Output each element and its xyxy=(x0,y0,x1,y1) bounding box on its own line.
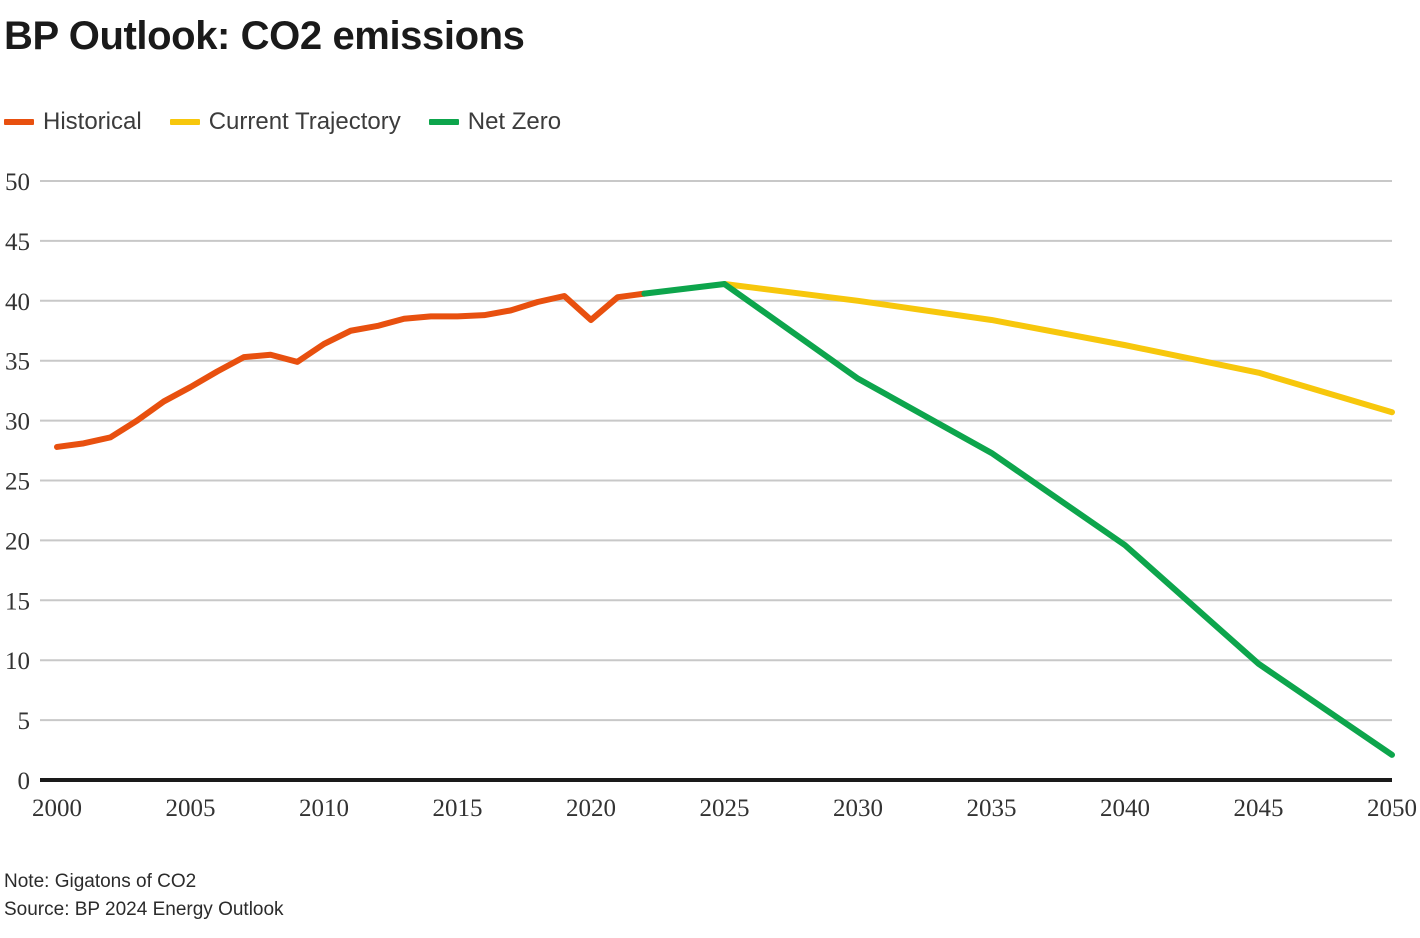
series-line-historical xyxy=(54,290,648,450)
x-axis-tick-label: 2000 xyxy=(32,795,82,822)
legend-item-historical[interactable]: Historical xyxy=(4,110,142,134)
y-axis-tick-labels: 0 5 10 15 20 25 30 35 40 45 50 xyxy=(5,169,30,795)
legend-label-historical: Historical xyxy=(43,108,142,135)
x-axis-tick-label: 2010 xyxy=(299,795,349,822)
y-axis-tick-label: 40 xyxy=(5,289,30,316)
legend-item-net-zero[interactable]: Net Zero xyxy=(428,108,562,135)
y-axis-tick-label: 50 xyxy=(5,169,30,196)
y-axis-tick-label: 10 xyxy=(5,648,30,675)
y-axis-tick-label: 0 xyxy=(18,768,31,795)
y-axis-tick-label: 15 xyxy=(5,588,30,615)
x-axis-tick-label: 2015 xyxy=(433,795,483,822)
x-axis-tick-label: 2050 xyxy=(1367,795,1417,822)
gridlines xyxy=(40,180,1392,782)
x-axis-tick-label: 2005 xyxy=(166,795,216,822)
y-axis-tick-label: 25 xyxy=(5,469,30,496)
series-line-net-zero xyxy=(641,281,1395,758)
legend-label-net-zero: Net Zero xyxy=(467,108,562,135)
legend-item-current-trajectory[interactable]: Current Trajectory xyxy=(169,108,401,135)
line-swatch-icon xyxy=(428,119,459,125)
data-series-group xyxy=(54,281,1395,758)
line-swatch-icon xyxy=(169,119,200,125)
x-axis-tick-label: 2040 xyxy=(1100,795,1150,822)
line-swatch-icon xyxy=(4,119,34,125)
chart-footer: Note: Gigatons of CO2 Source: BP 2024 En… xyxy=(4,868,904,923)
y-axis-tick-label: 30 xyxy=(5,409,30,436)
x-axis-tick-labels: 2000 2005 2010 2015 2020 2025 2030 2035 2040 2045… xyxy=(32,795,1417,822)
x-axis-tick-label: 2030 xyxy=(833,795,883,822)
y-axis-tick-label: 35 xyxy=(5,349,30,376)
chart-legend: Historical Current Trajectory Net Zero xyxy=(4,107,561,137)
y-axis-tick-label: 45 xyxy=(5,229,30,256)
legend-label-current-trajectory: Current Trajectory xyxy=(208,108,401,135)
footnote-source: Source: BP 2024 Energy Outlook xyxy=(4,898,284,920)
series-line-current-trajectory xyxy=(721,281,1395,416)
x-axis-tick-label: 2045 xyxy=(1234,795,1284,822)
x-axis-tick-label: 2020 xyxy=(566,795,616,822)
x-axis-tick-label: 2035 xyxy=(967,795,1017,822)
footnote-note: Note: Gigatons of CO2 xyxy=(4,871,197,892)
y-axis-tick-label: 5 xyxy=(18,708,31,735)
x-axis-tick-label: 2025 xyxy=(700,795,750,822)
page-title: BP Outlook: CO2 emissions xyxy=(4,14,525,58)
y-axis-tick-label: 20 xyxy=(5,528,30,555)
plot-area: 0 5 10 15 20 25 30 35 40 45 50 2000 2005 2010 2015 202… xyxy=(0,150,1420,840)
